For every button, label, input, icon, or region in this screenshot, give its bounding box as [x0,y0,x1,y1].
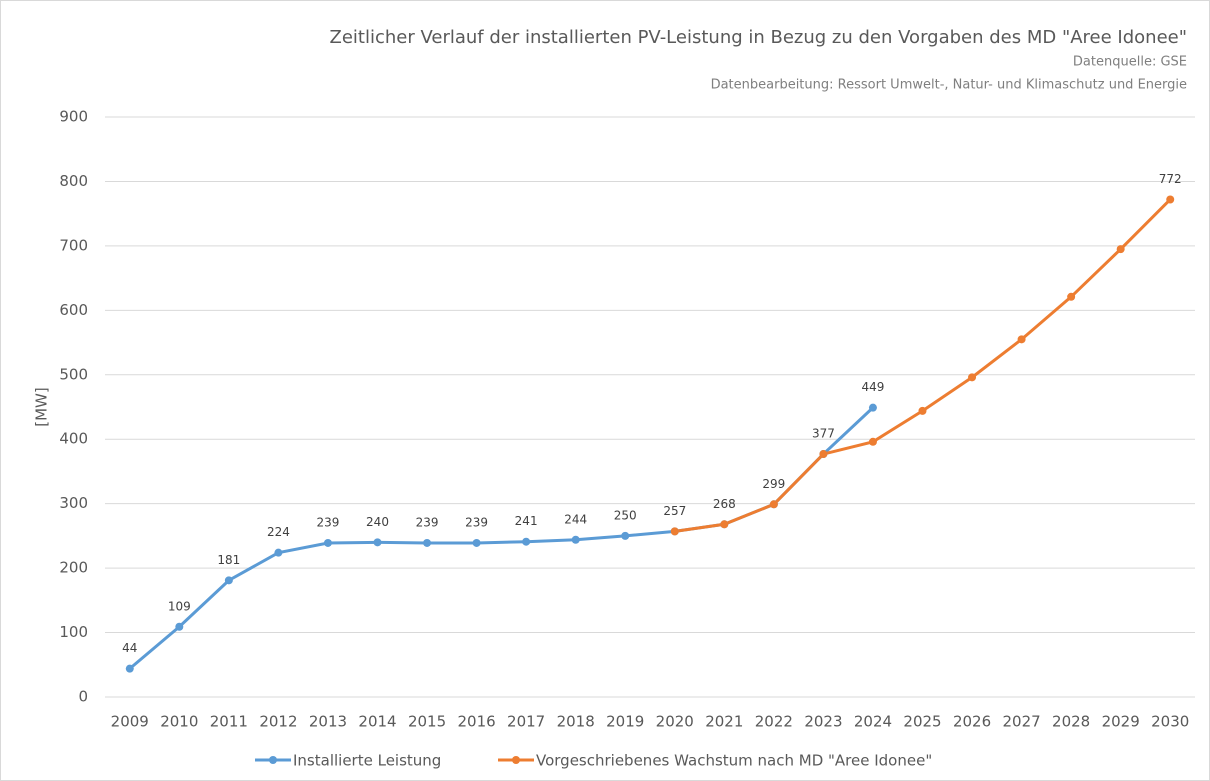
x-tick-label: 2024 [854,713,892,731]
data-label: 240 [366,515,389,529]
subtitle: Datenbearbeitung: Ressort Umwelt-, Natur… [711,78,1187,93]
legend-marker [269,756,277,764]
x-tick-label: 2012 [259,713,297,731]
data-label: 109 [168,599,191,613]
point [1017,335,1026,344]
x-tick-label: 2021 [705,713,743,731]
x-tick-label: 2009 [111,713,149,731]
x-tick-label: 2017 [507,713,545,731]
point [224,576,233,585]
point [571,535,580,544]
data-label: 268 [713,497,736,511]
y-tick-label: 100 [59,623,88,641]
x-tick-label: 2015 [408,713,446,731]
chart-title: Zeitlicher Verlauf der installierten PV-… [329,27,1187,48]
data-label: 239 [416,515,439,529]
x-tick-label: 2025 [903,713,941,731]
data-label: 772 [1159,172,1182,186]
x-tick-label: 2010 [160,713,198,731]
point [621,531,630,540]
y-tick-label: 0 [78,688,88,706]
data-label: 299 [762,477,785,491]
data-label: 250 [614,508,637,522]
point [1116,245,1125,254]
point [125,664,134,673]
x-tick-label: 2027 [1002,713,1040,731]
point [769,500,778,509]
x-tick-label: 2022 [755,713,793,731]
x-tick-label: 2018 [557,713,595,731]
point [918,406,927,415]
point [1067,292,1076,301]
point [868,403,877,412]
data-label: 239 [317,515,340,529]
x-tick-label: 2014 [358,713,396,731]
data-label: 44 [122,641,137,655]
x-tick-label: 2026 [953,713,991,731]
point [423,538,432,547]
legend-label: Vorgeschriebenes Wachstum nach MD "Aree … [536,752,932,770]
point [274,548,283,557]
point [522,537,531,546]
point [720,520,729,529]
y-tick-label: 400 [59,430,88,448]
point [819,450,828,459]
data-label: 449 [862,380,885,394]
data-label: 224 [267,525,290,539]
data-label: 244 [564,512,587,526]
y-tick-label: 700 [59,236,88,254]
data-label: 241 [515,514,538,528]
legend-label: Installierte Leistung [293,752,441,770]
point [868,437,877,446]
y-tick-label: 300 [59,494,88,512]
y-axis-label: [MW] [33,387,51,426]
x-tick-label: 2011 [210,713,248,731]
point [472,538,481,547]
y-tick-label: 600 [59,301,88,319]
x-tick-label: 2023 [804,713,842,731]
data-label: 377 [812,427,835,441]
subtitle: Datenquelle: GSE [1073,55,1187,70]
point [373,538,382,547]
y-tick-label: 900 [59,108,88,126]
point [323,538,332,547]
y-tick-label: 200 [59,559,88,577]
data-label: 239 [465,515,488,529]
x-tick-label: 2028 [1052,713,1090,731]
x-tick-label: 2013 [309,713,347,731]
point [670,527,679,536]
y-tick-label: 500 [59,365,88,383]
point [1166,195,1175,204]
x-tick-label: 2020 [656,713,694,731]
legend-marker [512,756,520,764]
x-tick-label: 2029 [1102,713,1140,731]
data-label: 257 [663,504,686,518]
point [968,373,977,382]
data-label: 181 [217,553,240,567]
y-tick-label: 800 [59,172,88,190]
x-tick-label: 2016 [457,713,495,731]
point [175,622,184,631]
x-tick-label: 2030 [1151,713,1189,731]
x-tick-label: 2019 [606,713,644,731]
